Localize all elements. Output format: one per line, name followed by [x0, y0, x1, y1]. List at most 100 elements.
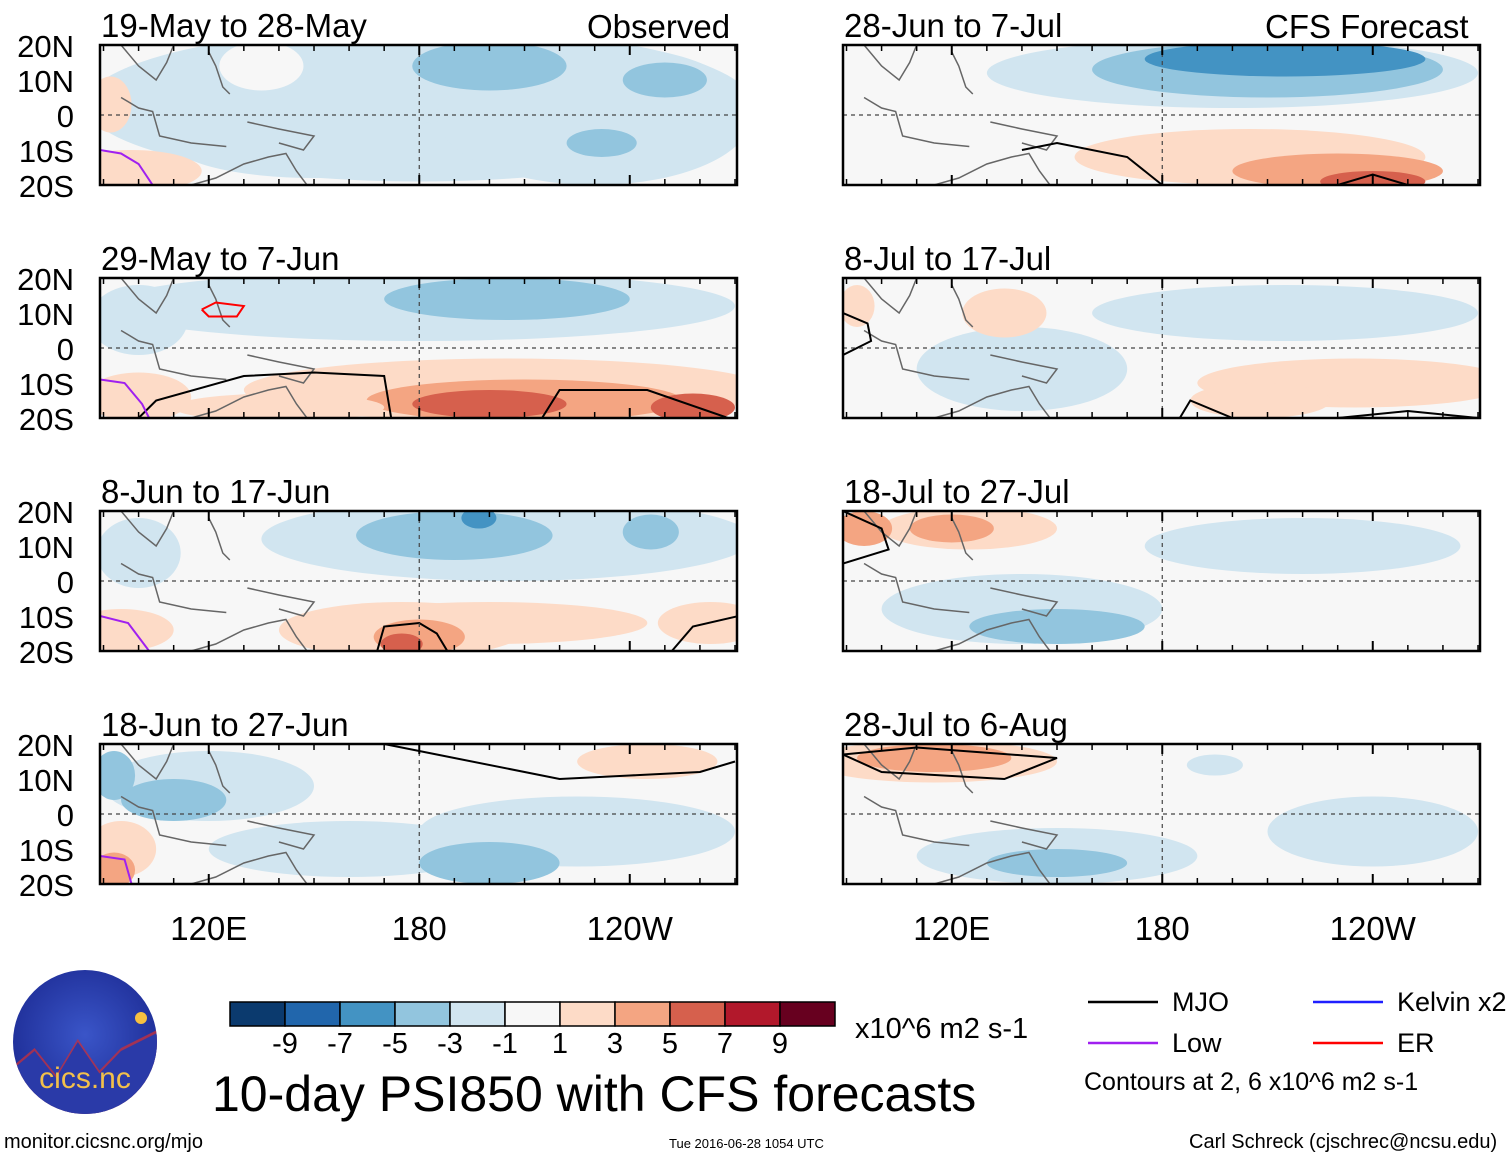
- anomaly-region: [1144, 518, 1461, 574]
- panel-title: 28-Jun to 7-Jul: [844, 7, 1063, 44]
- anomaly-region: [566, 129, 637, 157]
- colorbar-swatch: [229, 1001, 286, 1027]
- lat-tick-label: 10S: [18, 367, 74, 402]
- coastline: [191, 152, 308, 185]
- coastline: [951, 284, 974, 328]
- low-contour: [100, 378, 151, 418]
- coastline: [247, 587, 316, 617]
- coastline: [951, 517, 974, 561]
- anomaly-region: [100, 150, 202, 185]
- anomaly-region: [843, 511, 893, 546]
- contour-note: Contours at 2, 6 x10^6 m2 s-1: [1084, 1068, 1419, 1096]
- anomaly-region: [380, 633, 423, 651]
- lat-tick-label: 20N: [17, 262, 74, 297]
- colorbar-label: 9: [771, 1028, 789, 1060]
- map-panel: [98, 43, 739, 187]
- coastline: [990, 587, 1059, 617]
- coastline: [863, 744, 918, 781]
- panel-title: 29-May to 7-Jun: [101, 240, 340, 277]
- colorbar-label: -5: [382, 1028, 408, 1060]
- lat-tick-label: 10N: [17, 763, 74, 798]
- anomaly-region: [100, 372, 192, 418]
- footer-timestamp: Tue 2016-06-28 1054 UTC: [669, 1136, 824, 1151]
- anomaly-region: [356, 511, 553, 560]
- lon-tick-label: 120W: [586, 910, 673, 947]
- low-contour: [100, 149, 154, 185]
- lat-tick-label: 10N: [17, 64, 74, 99]
- lat-tick-label: 10S: [18, 833, 74, 868]
- colorbar-swatch: [779, 1001, 836, 1027]
- colorbar-label: 3: [606, 1028, 624, 1060]
- lon-tick-label: 120E: [913, 910, 991, 947]
- lat-tick-label: 10S: [18, 134, 74, 169]
- anomaly-region: [909, 514, 994, 543]
- anomaly-region: [461, 511, 497, 529]
- coastline: [120, 96, 227, 148]
- panel-title: 19-May to 28-May: [101, 7, 367, 44]
- lat-tick-label: 20S: [18, 635, 74, 670]
- coastline: [934, 152, 1051, 185]
- coastline: [208, 51, 231, 95]
- coastline: [120, 511, 175, 548]
- mjo-contour: [843, 511, 890, 565]
- colorbar-swatch: [504, 1001, 561, 1027]
- anomaly-region: [577, 744, 718, 779]
- colorbar-swatch: [724, 1001, 781, 1027]
- anomaly-region: [962, 288, 1047, 338]
- lat-tick-label: 0: [56, 798, 74, 833]
- anomaly-region: [969, 609, 1145, 644]
- low-contour: [100, 855, 133, 884]
- anomaly-region: [419, 842, 560, 884]
- colorbar-swatch: [449, 1001, 506, 1027]
- colorbar-label: -7: [327, 1028, 353, 1060]
- mjo-contour: [383, 744, 736, 781]
- coastline: [990, 820, 1059, 850]
- anomaly-region: [100, 518, 181, 588]
- anomaly-region: [1144, 45, 1426, 77]
- lat-tick-label: 20S: [18, 868, 74, 903]
- lat-tick-label: 0: [56, 565, 74, 600]
- colorbar-label: 5: [661, 1028, 679, 1060]
- mjo-contour: [1021, 141, 1163, 185]
- coastline: [120, 278, 175, 315]
- coastline: [191, 385, 308, 418]
- colorbar-label: 1: [551, 1028, 569, 1060]
- coastline: [863, 329, 970, 381]
- coastline: [208, 517, 231, 561]
- lat-tick-label: 20S: [18, 402, 74, 437]
- anomaly-region: [1190, 383, 1331, 418]
- lon-tick-label: 120E: [170, 910, 248, 947]
- coastline: [191, 851, 308, 884]
- lat-tick-label: 10N: [17, 297, 74, 332]
- er-contour: [201, 301, 246, 318]
- coastline: [120, 45, 175, 82]
- anomaly-region: [622, 514, 679, 550]
- anomaly-region: [657, 602, 737, 644]
- coastline: [990, 354, 1059, 384]
- lon-tick-label: 180: [391, 910, 447, 947]
- mjo-contour: [137, 371, 393, 418]
- colorbar-swatch: [614, 1001, 671, 1027]
- colorbar-label: -9: [272, 1028, 298, 1060]
- cfs-forecast-label: CFS Forecast: [1265, 8, 1469, 45]
- coastline: [247, 121, 316, 151]
- figure-title: 10-day PSI850 with CFS forecasts: [212, 1066, 977, 1122]
- anomaly-region: [100, 609, 174, 651]
- anomaly-region: [100, 285, 188, 355]
- mjo-contour: [1337, 409, 1479, 418]
- coastline: [247, 820, 316, 850]
- lon-tick-label: 120W: [1329, 910, 1416, 947]
- map-panel: [841, 742, 1482, 886]
- anomaly-region: [100, 751, 136, 800]
- lat-tick-label: 20N: [17, 495, 74, 530]
- lat-tick-label: 20N: [17, 728, 74, 763]
- anomaly-region: [622, 62, 707, 98]
- anomaly-region: [1186, 754, 1243, 776]
- colorbar-swatch: [559, 1001, 616, 1027]
- footer-url: monitor.cicsnc.org/mjo: [4, 1131, 203, 1153]
- coastline: [934, 851, 1051, 884]
- lon-tick-label: 180: [1134, 910, 1190, 947]
- low-contour: [100, 615, 150, 651]
- panel-title: 18-Jun to 27-Jun: [101, 706, 349, 743]
